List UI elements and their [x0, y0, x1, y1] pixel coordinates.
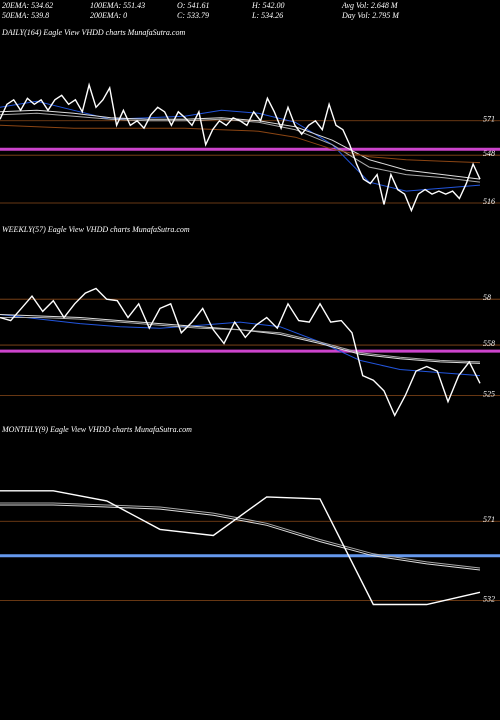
y-tick-label: 532 [483, 594, 495, 603]
header-stat: 50EMA: 539.8 [2, 11, 49, 20]
header-stat: H: 542.00 [251, 1, 284, 10]
series-line [0, 124, 481, 164]
series-line [0, 100, 481, 192]
header-stat: L: 534.26 [251, 11, 283, 20]
header-stat: Avg Vol: 2.648 M [341, 1, 399, 10]
series-line [0, 287, 481, 418]
header-stat: 200EMA: 0 [90, 11, 127, 20]
header-stat: O: 541.61 [177, 1, 209, 10]
series-line [0, 317, 481, 363]
y-tick-label: 516 [483, 197, 495, 206]
series-line [0, 314, 481, 377]
series-line [0, 504, 481, 571]
series-line [0, 502, 481, 569]
panel-label: MONTHLY(9) Eagle View VHDD charts Munafa… [1, 425, 192, 434]
y-tick-label: 58 [483, 293, 491, 302]
header-stat: Day Vol: 2.795 M [341, 11, 400, 20]
series-line [0, 82, 481, 213]
series-line [0, 109, 481, 180]
y-tick-label: 548 [483, 149, 495, 158]
header-stat: 100EMA: 551.43 [90, 1, 145, 10]
series-line [0, 490, 481, 606]
header-stat: C: 533.79 [177, 11, 209, 20]
y-tick-label: 525 [483, 389, 495, 398]
y-tick-label: 571 [483, 115, 495, 124]
panel-label: DAILY(164) Eagle View VHDD charts Munafa… [1, 28, 185, 37]
y-tick-label: 571 [483, 515, 495, 524]
y-tick-label: 558 [483, 339, 495, 348]
panel-label: WEEKLY(57) Eagle View VHDD charts Munafa… [2, 225, 190, 234]
header-stat: 20EMA: 534.62 [2, 1, 53, 10]
